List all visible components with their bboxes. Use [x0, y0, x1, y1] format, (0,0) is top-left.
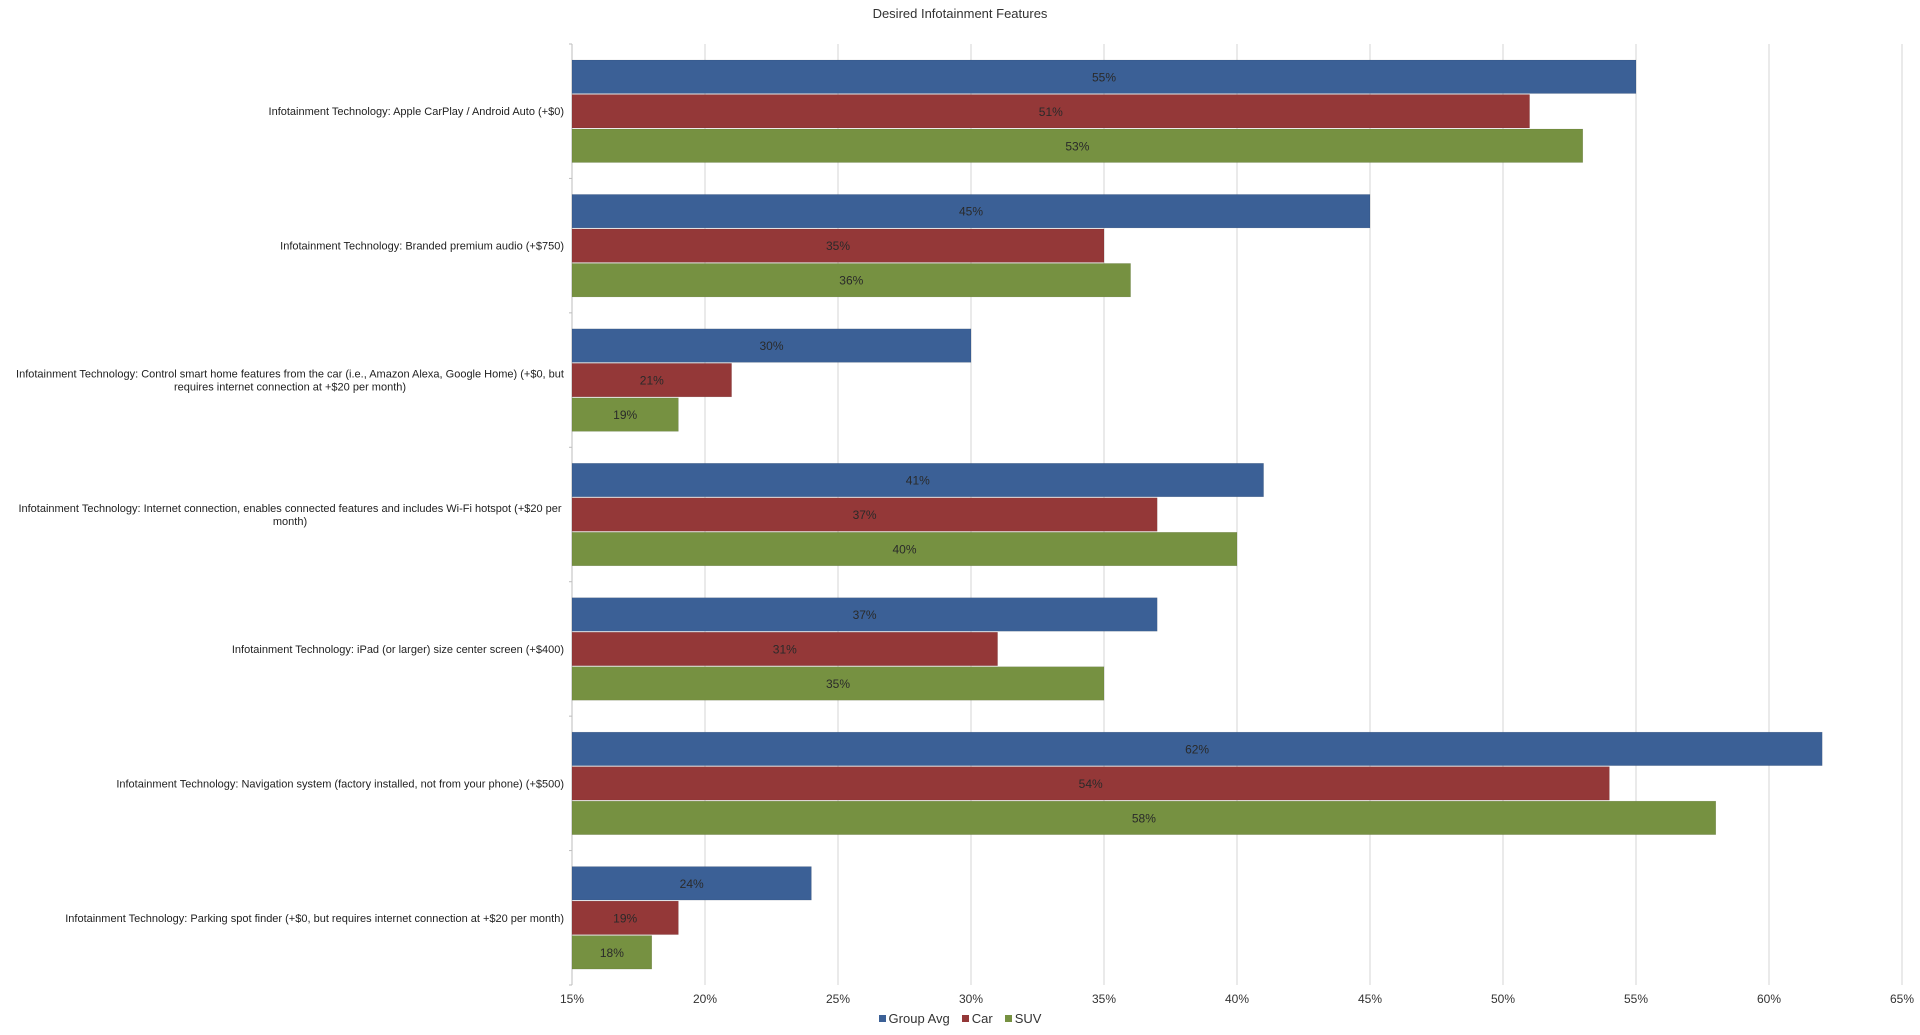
bar-group-avg [571, 463, 1264, 498]
data-label: 53% [1065, 139, 1089, 153]
category-label: Infotainment Technology: iPad (or larger… [232, 644, 564, 656]
category-label: Infotainment Technology: Control smart h… [16, 369, 564, 381]
x-tick-label: 35% [1092, 992, 1116, 1006]
legend-item: Group Avg [878, 1011, 950, 1026]
legend-label: Car [971, 1011, 993, 1026]
x-tick-label: 40% [1225, 992, 1249, 1006]
bar-suv [571, 935, 653, 970]
x-tick-label: 50% [1491, 992, 1515, 1006]
bar-car [571, 228, 1105, 263]
data-label: 21% [640, 374, 664, 388]
bar-suv [571, 532, 1238, 567]
x-tick-label: 15% [560, 992, 584, 1006]
data-label: 54% [1079, 777, 1103, 791]
x-tick-label: 25% [826, 992, 850, 1006]
data-label: 40% [892, 543, 916, 557]
category-labels: Infotainment Technology: Apple CarPlay /… [16, 106, 564, 925]
legend-item: Car [961, 1011, 993, 1026]
data-label: 58% [1132, 811, 1156, 825]
chart-title: Desired Infotainment Features [872, 6, 1048, 21]
category-label: month) [273, 516, 307, 528]
bar-group-avg [571, 328, 972, 363]
data-label: 19% [613, 408, 637, 422]
bar-car [571, 766, 1610, 801]
legend-swatch [961, 1015, 969, 1022]
legend-label: Group Avg [888, 1011, 950, 1026]
legend-label: SUV [1014, 1011, 1042, 1026]
data-label: 45% [959, 205, 983, 219]
data-label: 62% [1185, 742, 1209, 756]
legend-swatch [878, 1015, 886, 1022]
bar-group-avg [571, 731, 1823, 766]
x-tick-label: 20% [693, 992, 717, 1006]
bar-car [571, 94, 1530, 129]
category-label: Infotainment Technology: Apple CarPlay /… [269, 106, 564, 118]
data-label: 19% [613, 911, 637, 925]
data-label: 24% [680, 877, 704, 891]
category-label: Infotainment Technology: Branded premium… [280, 241, 564, 253]
bar-group-avg [571, 194, 1371, 229]
data-label: 30% [759, 339, 783, 353]
x-tick-label: 55% [1624, 992, 1648, 1006]
legend-swatch [1004, 1015, 1012, 1022]
data-label: 37% [853, 608, 877, 622]
data-label: 36% [839, 274, 863, 288]
bar-group-avg [571, 597, 1158, 632]
bar-group-avg [571, 866, 812, 901]
bar-suv [571, 128, 1584, 163]
bar-group-avg [571, 59, 1637, 94]
data-label: 37% [853, 508, 877, 522]
x-tick-label: 65% [1890, 992, 1914, 1006]
x-tick-label: 30% [959, 992, 983, 1006]
bar-suv [571, 263, 1131, 298]
data-label: 41% [906, 474, 930, 488]
bar-suv [571, 666, 1105, 701]
data-label: 35% [826, 239, 850, 253]
data-label: 55% [1092, 70, 1116, 84]
legend-item: SUV [1004, 1011, 1042, 1026]
data-label: 35% [826, 677, 850, 691]
x-tick-label: 60% [1757, 992, 1781, 1006]
bar-suv [571, 397, 679, 432]
bar-suv [571, 800, 1717, 835]
category-label: Infotainment Technology: Parking spot fi… [65, 913, 564, 925]
bar-car [571, 363, 732, 398]
bar-car [571, 900, 679, 935]
category-label: requires internet connection at +$20 per… [174, 382, 406, 394]
bar-car [571, 631, 998, 666]
x-axis-ticks: 15% 20% 25% 30% 35% 40% 45% 50% 55% 60% 65% [560, 992, 1914, 1006]
data-label: 18% [600, 946, 624, 960]
x-tick-label: 45% [1358, 992, 1382, 1006]
data-label: 51% [1039, 105, 1063, 119]
bars: 55% 51% 53% 45% 35% 36% 30% 21% 19% 41% 37% 40% 37% 3… [571, 59, 1823, 970]
category-label: Infotainment Technology: Navigation syst… [116, 778, 564, 790]
data-label: 31% [773, 642, 797, 656]
category-label: Infotainment Technology: Internet connec… [18, 503, 561, 515]
bar-car [571, 497, 1158, 532]
legend: Group Avg Car SUV [0, 1010, 1920, 1026]
